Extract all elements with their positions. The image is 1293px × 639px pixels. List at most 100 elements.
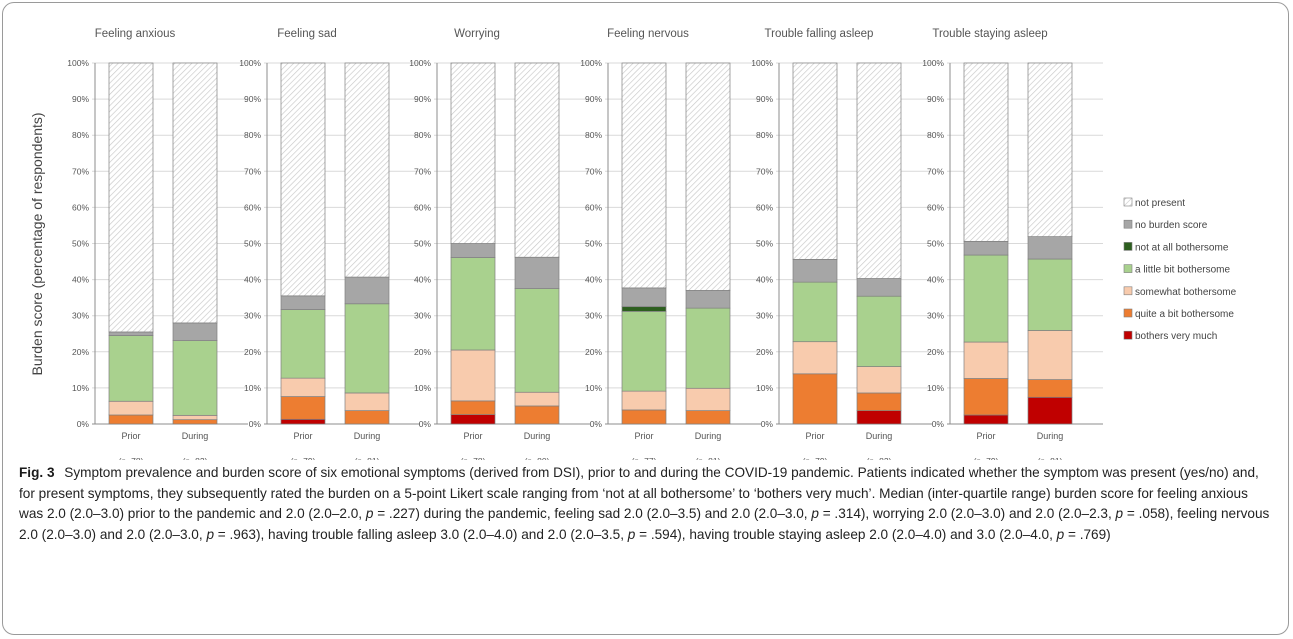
bar-segment-somewhat-bothersome xyxy=(685,387,731,411)
bar-segment-somewhat-bothersome xyxy=(1027,330,1073,380)
bar-segment-not-present xyxy=(514,62,560,258)
legend-label: not present xyxy=(1135,198,1185,209)
legend-label: bothers very much xyxy=(1135,331,1217,342)
bar-segment-bothers-very-much xyxy=(963,414,1009,425)
y-tick-label: 80% xyxy=(72,130,89,140)
legend-item-a-little-bit-bothersome: a little bit bothersome xyxy=(1123,264,1230,276)
bar-segment-quite-a-bit-bothersome xyxy=(621,409,667,425)
y-tick-label: 90% xyxy=(927,94,944,104)
panel-trouble-staying-asleep: Trouble staying asleep 0% 10% 20% 30% 40% 50% 6… xyxy=(922,28,1103,460)
bar-segment-no-burden-score xyxy=(172,322,218,341)
y-tick-label: 70% xyxy=(244,166,261,176)
sample-size-label: (n=80) xyxy=(525,456,550,460)
y-tick-label: 70% xyxy=(756,166,773,176)
bar-segment-a-little-bit-bothersome xyxy=(280,309,326,379)
bar-segment-bothers-very-much xyxy=(450,414,496,425)
bar-segment-somewhat-bothersome xyxy=(963,341,1009,379)
y-tick-label: 100% xyxy=(409,58,431,68)
bar-segment-a-little-bit-bothersome xyxy=(1027,258,1073,331)
bar-segment-not-present xyxy=(685,62,731,291)
y-tick-label: 70% xyxy=(585,166,602,176)
bar-segment-no-burden-score xyxy=(514,256,560,289)
bar-segment-no-burden-score xyxy=(108,331,154,336)
y-tick-label: 30% xyxy=(585,311,602,321)
y-tick-label: 70% xyxy=(414,166,431,176)
legend-label: a little bit bothersome xyxy=(1135,265,1230,276)
y-tick-label: 30% xyxy=(414,311,431,321)
x-category-label: Prior xyxy=(634,431,653,441)
legend-item-not-at-all-bothersome: not at all bothersome xyxy=(1123,242,1229,253)
bar-segment-somewhat-bothersome xyxy=(108,400,154,416)
y-tick-label: 70% xyxy=(927,166,944,176)
chart-panels: Feeling anxious 0% 10% 20% 30% 40% 50% 60% 70% 80… xyxy=(67,28,1103,460)
legend-swatch xyxy=(1123,264,1133,273)
panel-feeling-anxious: Feeling anxious 0% 10% 20% 30% 40% 50% 60% 70% 80… xyxy=(67,28,248,460)
y-tick-label: 60% xyxy=(927,202,944,212)
legend-swatch xyxy=(1123,197,1133,207)
bar-segment-quite-a-bit-bothersome xyxy=(514,405,560,425)
y-tick-label: 0% xyxy=(419,419,432,429)
x-category-label: Prior xyxy=(121,431,140,441)
y-tick-label: 10% xyxy=(756,383,773,393)
x-category-label: During xyxy=(182,431,209,441)
legend-swatch xyxy=(1123,219,1133,229)
x-category-label: During xyxy=(695,431,722,441)
legend-item-bothers-very-much: bothers very much xyxy=(1123,330,1217,342)
panel-title: Trouble falling asleep xyxy=(765,28,874,40)
bar-segment-a-little-bit-bothersome xyxy=(172,340,218,416)
y-tick-label: 20% xyxy=(927,347,944,357)
bar-segment-not-present xyxy=(108,62,154,333)
y-tick-label: 10% xyxy=(244,383,261,393)
x-category-label: During xyxy=(354,431,381,441)
bar-segment-no-burden-score xyxy=(280,295,326,310)
sample-size-label: (n=82) xyxy=(183,456,208,460)
y-tick-label: 40% xyxy=(756,275,773,285)
y-tick-label: 80% xyxy=(585,130,602,140)
x-category-label: Prior xyxy=(463,431,482,441)
sample-size-label: (n=82) xyxy=(867,456,892,460)
sample-size-label: (n=78) xyxy=(119,456,144,460)
legend-swatch xyxy=(1123,286,1133,296)
y-tick-label: 10% xyxy=(414,383,431,393)
bar-segment-no-burden-score xyxy=(344,276,390,305)
bar-segment-not-present xyxy=(172,62,218,324)
stacked-bar-chart: Burden score (percentage of respondents)… xyxy=(29,28,1237,460)
y-tick-label: 60% xyxy=(414,202,431,212)
legend-swatch xyxy=(1123,242,1133,251)
panel-title: Worrying xyxy=(454,28,500,40)
y-tick-label: 20% xyxy=(756,347,773,357)
y-tick-label: 10% xyxy=(585,383,602,393)
legend-label: somewhat bothersome xyxy=(1135,287,1237,298)
legend-label: no burden score xyxy=(1135,220,1208,231)
y-tick-label: 20% xyxy=(585,347,602,357)
bar-segment-not-present xyxy=(1027,62,1073,237)
bar-segment-quite-a-bit-bothersome xyxy=(344,410,390,425)
y-tick-label: 50% xyxy=(756,239,773,249)
bar-segment-bothers-very-much xyxy=(856,410,902,425)
bar-segment-somewhat-bothersome xyxy=(514,391,560,407)
bar-segment-a-little-bit-bothersome xyxy=(514,288,560,393)
bar-segment-a-little-bit-bothersome xyxy=(792,281,838,343)
panel-title: Feeling nervous xyxy=(607,28,689,40)
bar-segment-a-little-bit-bothersome xyxy=(621,311,667,392)
bar-segment-a-little-bit-bothersome xyxy=(856,295,902,367)
y-axis-label: Burden score (percentage of respondents) xyxy=(29,112,45,375)
bar-segment-a-little-bit-bothersome xyxy=(963,254,1009,343)
y-tick-label: 50% xyxy=(585,239,602,249)
bar-segment-a-little-bit-bothersome xyxy=(108,335,154,402)
bar-segment-somewhat-bothersome xyxy=(172,414,218,421)
bar-segment-no-burden-score xyxy=(792,259,838,283)
legend-label: not at all bothersome xyxy=(1135,242,1229,253)
sample-size-label: (n=79) xyxy=(803,456,828,460)
x-category-label: Prior xyxy=(805,431,824,441)
y-tick-label: 80% xyxy=(244,130,261,140)
bar-segment-not-present xyxy=(792,62,838,260)
legend-item-quite-a-bit-bothersome: quite a bit bothersome xyxy=(1123,308,1234,320)
p-value-symbol: p xyxy=(206,526,214,542)
bar-segment-not-present xyxy=(344,62,390,278)
sample-size-label: (n=81) xyxy=(1038,456,1063,460)
y-tick-label: 50% xyxy=(72,239,89,249)
y-tick-label: 90% xyxy=(244,94,261,104)
bar-segment-no-burden-score xyxy=(963,240,1009,256)
y-tick-label: 30% xyxy=(72,311,89,321)
